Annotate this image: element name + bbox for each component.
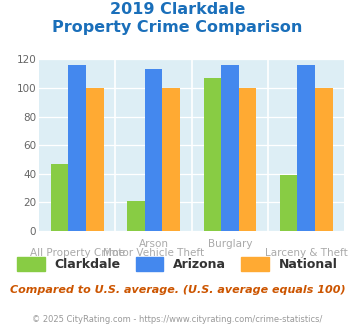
Text: Property Crime Comparison: Property Crime Comparison (52, 20, 303, 35)
Bar (221, 65, 239, 231)
Text: Compared to U.S. average. (U.S. average equals 100): Compared to U.S. average. (U.S. average … (10, 285, 345, 295)
Text: © 2025 CityRating.com - https://www.cityrating.com/crime-statistics/: © 2025 CityRating.com - https://www.city… (32, 315, 323, 324)
Bar (127, 201, 145, 231)
Text: Arson: Arson (138, 239, 169, 249)
Bar (315, 88, 333, 231)
Text: All Property Crime: All Property Crime (30, 248, 125, 257)
Bar (239, 88, 256, 231)
Text: Larceny & Theft: Larceny & Theft (265, 248, 348, 257)
Bar (203, 78, 221, 231)
Bar (280, 175, 297, 231)
Text: Motor Vehicle Theft: Motor Vehicle Theft (103, 248, 204, 257)
Bar (69, 65, 86, 231)
Text: Burglary: Burglary (208, 239, 252, 249)
Bar (145, 69, 162, 231)
Legend: Clarkdale, Arizona, National: Clarkdale, Arizona, National (17, 257, 338, 272)
Bar (162, 88, 180, 231)
Bar (86, 88, 104, 231)
Text: 2019 Clarkdale: 2019 Clarkdale (110, 2, 245, 16)
Bar (297, 65, 315, 231)
Bar (51, 164, 69, 231)
